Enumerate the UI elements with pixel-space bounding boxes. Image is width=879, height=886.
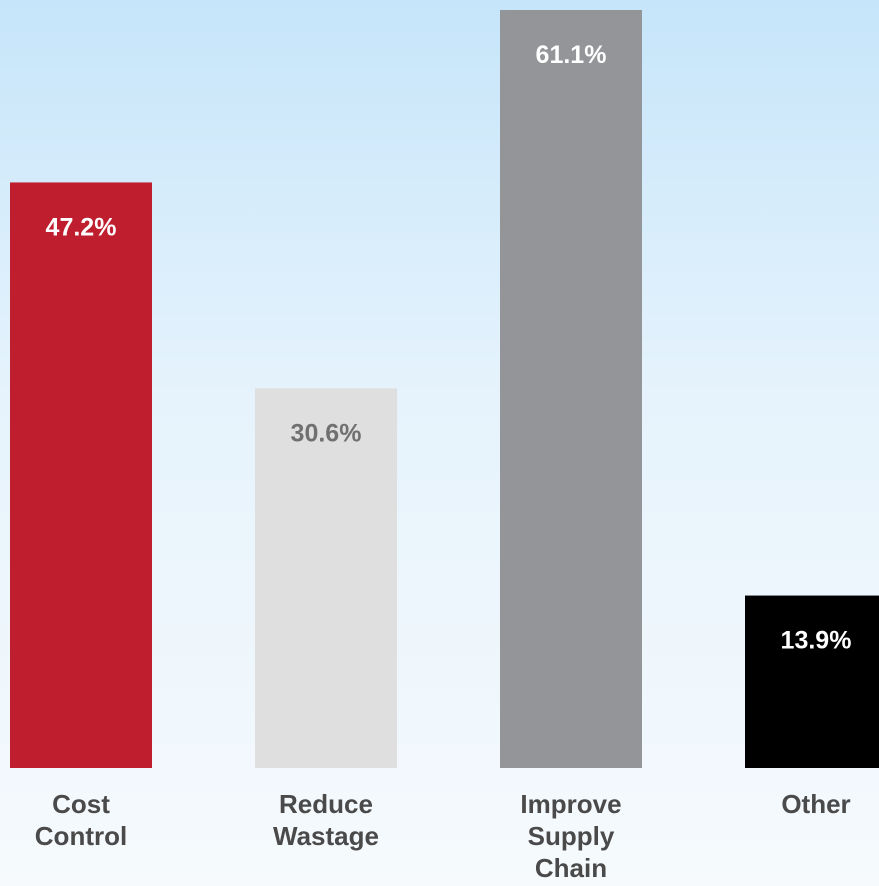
bar-value-label-3: 13.9% [781,627,852,655]
category-label-3-line-0: Other [781,789,850,819]
category-labels-group: Cost Control Reduce Wastage Improve Supply Cha… [35,789,851,883]
bar-2 [500,10,642,768]
category-label-3: Other [781,789,850,819]
category-label-0-line-1: Control [35,821,127,851]
category-label-1: Reduce Wastage [273,789,379,851]
data-labels-group: 47.2% 30.6% 61.1% 13.9% [46,41,852,655]
bar-value-label-2: 61.1% [536,41,607,69]
category-label-1-line-0: Reduce [279,789,373,819]
bar-3 [745,596,879,768]
bar-value-label-0: 47.2% [46,213,117,241]
category-label-2-line-0: Improve [520,789,621,819]
category-label-2-line-2: Chain [535,853,607,883]
category-label-0-line-0: Cost [52,789,110,819]
bars-group [10,10,879,768]
bar-0 [10,182,152,768]
bar-value-label-1: 30.6% [291,419,362,447]
category-label-2: Improve Supply Chain [520,789,621,883]
category-label-1-line-1: Wastage [273,821,379,851]
category-label-2-line-1: Supply [528,821,615,851]
category-label-0: Cost Control [35,789,127,851]
